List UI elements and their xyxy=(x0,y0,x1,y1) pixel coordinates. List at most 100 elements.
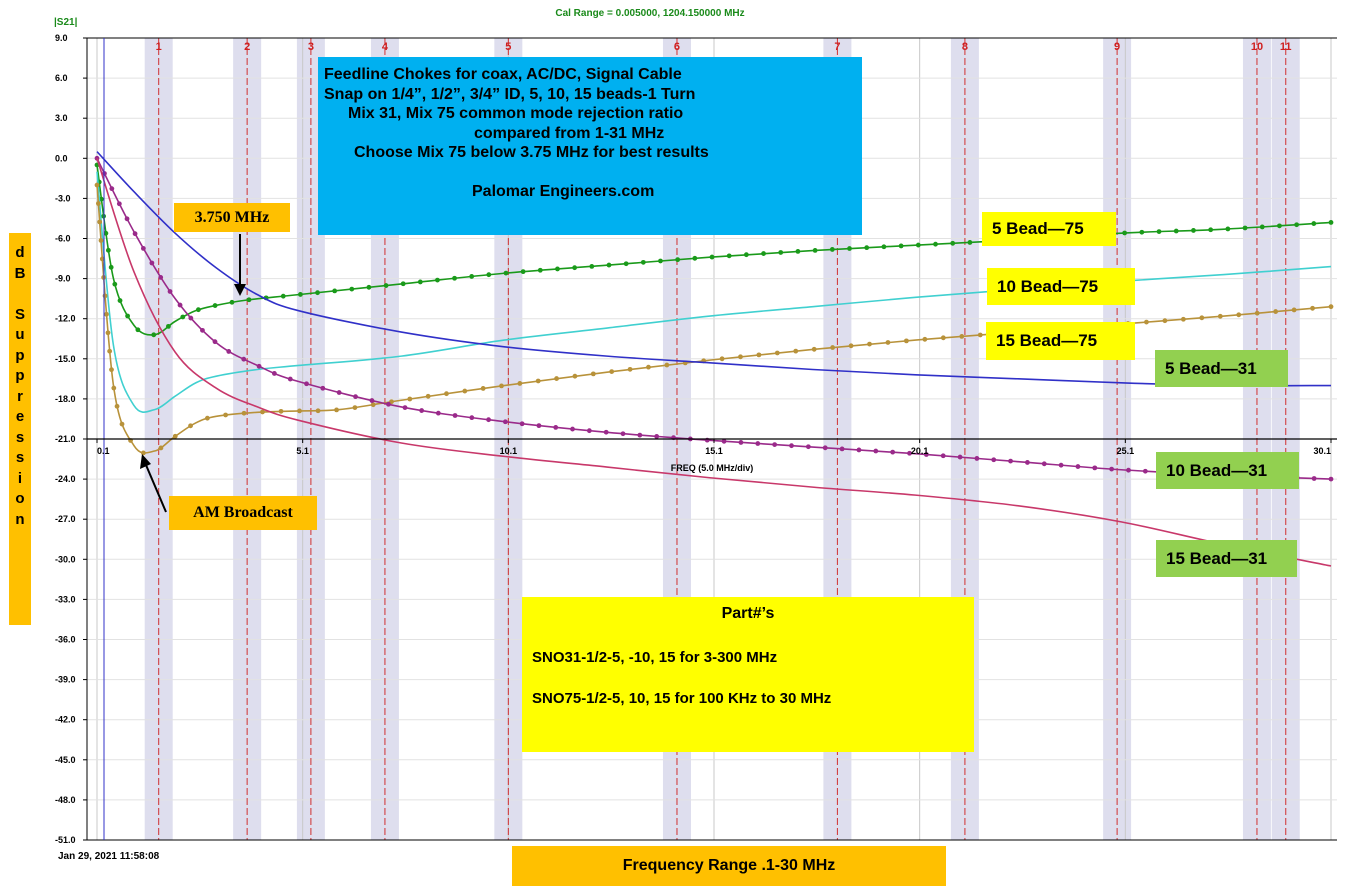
marker-label-8: 8 xyxy=(962,41,968,53)
y-tick-label-8: -15.0 xyxy=(55,354,76,364)
label-15-bead-31: 15 Bead—31 xyxy=(1156,540,1297,577)
x-tick-label-6: 30.1 xyxy=(1313,446,1331,456)
marker-label-11: 11 xyxy=(1280,41,1292,53)
series-point-b5_75 xyxy=(135,327,141,333)
y-axis-title-letter: s xyxy=(15,449,25,466)
series-point-b10_31 xyxy=(486,417,491,423)
series-point-b5_75 xyxy=(967,240,973,245)
y-tick-label-18: -45.0 xyxy=(55,755,76,765)
series-line-b15_31 xyxy=(96,158,1332,567)
series-point-b5_75 xyxy=(606,262,612,268)
y-tick-label-2: 3.0 xyxy=(55,113,68,123)
series-point-b15_75 xyxy=(1199,315,1205,321)
series-point-b15_75 xyxy=(940,335,946,341)
series-point-b5_75 xyxy=(112,281,118,287)
series-point-b15_75 xyxy=(793,348,799,354)
series-point-b5_75 xyxy=(1328,220,1334,225)
series-point-b15_75 xyxy=(627,366,633,372)
x-axis-title: Frequency Range .1-30 MHz xyxy=(512,846,946,886)
series-point-b10_31 xyxy=(212,339,218,345)
series-point-b5_75 xyxy=(520,269,526,275)
series-point-b15_75 xyxy=(719,356,725,362)
series-point-b5_75 xyxy=(435,277,440,283)
series-point-b10_31 xyxy=(755,441,761,446)
series-point-b10_31 xyxy=(1041,461,1047,467)
series-point-b15_75 xyxy=(959,333,965,339)
series-point-b15_75 xyxy=(1236,312,1242,318)
series-point-b10_31 xyxy=(188,315,194,321)
series-point-b5_75 xyxy=(1139,229,1145,235)
series-point-b15_75 xyxy=(99,256,105,262)
series-line-b5_31 xyxy=(96,151,1332,387)
series-point-b10_31 xyxy=(570,426,575,432)
series-point-b15_75 xyxy=(664,362,670,368)
series-point-b5_75 xyxy=(452,275,457,281)
series-point-b5_75 xyxy=(125,313,130,319)
title-line-1: Feedline Chokes for coax, AC/DC, Signal … xyxy=(324,66,682,83)
y-tick-label-1: 6.0 xyxy=(55,73,68,83)
series-point-b10_31 xyxy=(435,410,441,416)
series-point-b5_75 xyxy=(229,299,235,305)
series-point-b15_75 xyxy=(334,407,339,413)
series-point-b10_31 xyxy=(149,260,155,266)
label-10-bead-75: 10 Bead—75 xyxy=(987,268,1135,305)
series-point-b10_31 xyxy=(536,423,542,429)
series-point-b10_31 xyxy=(353,394,358,400)
y-tick-label-19: -48.0 xyxy=(55,795,76,805)
series-point-b10_31 xyxy=(1109,466,1115,472)
series-point-b10_31 xyxy=(907,450,912,456)
series-point-b5_75 xyxy=(1225,226,1231,232)
series-point-b5_75 xyxy=(933,241,938,247)
series-point-b10_31 xyxy=(271,371,277,376)
series-point-b5_75 xyxy=(709,254,715,260)
trace-label: |S21| xyxy=(54,17,78,28)
series-point-b15_75 xyxy=(407,396,413,402)
series-point-b10_31 xyxy=(304,381,309,387)
marker-label-10: 10 xyxy=(1251,41,1263,53)
title-box: Feedline Chokes for coax, AC/DC, Signal … xyxy=(318,57,862,235)
series-point-b10_31 xyxy=(923,452,929,457)
series-point-b5_75 xyxy=(572,265,578,271)
title-line-6 xyxy=(324,163,856,183)
series-point-b5_75 xyxy=(469,274,475,279)
series-point-b5_75 xyxy=(400,281,406,287)
title-line-3: Mix 31, Mix 75 common mode rejection rat… xyxy=(348,105,684,122)
label-10-bead-31: 10 Bead—31 xyxy=(1156,452,1299,489)
x-tick-label-0: 0.1 xyxy=(97,446,110,456)
title-line-4: compared from 1-31 MHz xyxy=(474,124,665,142)
marker-label-2: 2 xyxy=(244,41,250,53)
series-point-b15_75 xyxy=(172,433,178,439)
x-tick-label-5: 25.1 xyxy=(1117,446,1135,456)
y-tick-label-0: 9.0 xyxy=(55,33,68,43)
series-point-b5_75 xyxy=(151,332,157,338)
series-point-b15_75 xyxy=(188,423,193,429)
series-point-b10_31 xyxy=(132,231,138,237)
series-point-b10_31 xyxy=(419,408,425,413)
series-point-b10_31 xyxy=(873,448,879,454)
series-point-b15_75 xyxy=(111,385,117,391)
marker-label-9: 9 xyxy=(1114,41,1120,53)
series-point-b5_75 xyxy=(1122,230,1128,236)
series-point-b5_75 xyxy=(692,255,698,261)
series-point-b5_75 xyxy=(503,270,509,276)
series-point-b5_75 xyxy=(108,264,114,270)
annotation-arrows xyxy=(140,234,246,513)
series-point-b5_75 xyxy=(103,230,109,236)
annotation-am-broadcast: AM Broadcast xyxy=(169,496,317,530)
series-point-b5_75 xyxy=(315,290,320,296)
series-point-b10_31 xyxy=(320,385,326,391)
y-tick-label-6: -9.0 xyxy=(55,274,71,284)
series-point-b5_75 xyxy=(881,244,887,250)
title-line-7: Palomar Engineers.com xyxy=(472,183,655,200)
series-point-b10_31 xyxy=(772,442,778,448)
series-point-b15_75 xyxy=(1217,313,1223,319)
series-point-b15_75 xyxy=(738,354,743,360)
y-tick-label-14: -33.0 xyxy=(55,594,76,604)
series-point-b15_75 xyxy=(756,352,762,358)
series-point-b15_75 xyxy=(425,393,431,399)
series-point-b15_75 xyxy=(1254,310,1260,316)
series-point-b15_75 xyxy=(104,311,109,317)
series-point-b5_75 xyxy=(950,240,956,246)
y-axis-title-letter: p xyxy=(15,346,25,364)
